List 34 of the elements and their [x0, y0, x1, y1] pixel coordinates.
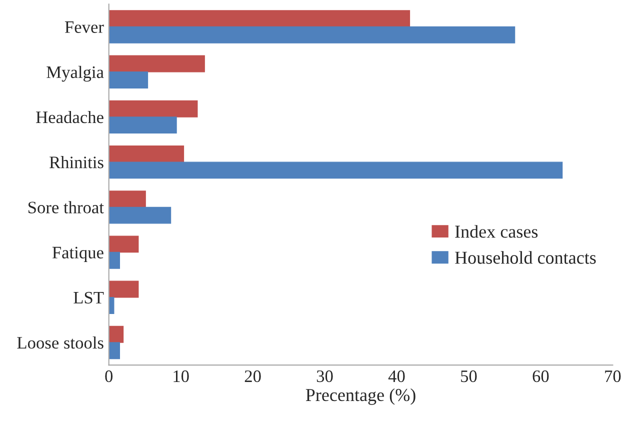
x-tick-label: 50 — [461, 370, 477, 382]
bar — [108, 72, 148, 88]
x-tick-label: 0 — [105, 370, 113, 382]
y-tick-label: Fatique — [52, 246, 104, 262]
y-tick-label: Sore throat — [28, 201, 104, 214]
bar — [108, 145, 184, 162]
x-tick-label: 20 — [244, 370, 261, 382]
bar — [108, 162, 563, 179]
bar — [108, 10, 410, 28]
bar — [108, 236, 139, 253]
y-tick-label: Rhinitis — [49, 156, 104, 168]
bar — [108, 280, 139, 298]
y-tick-label: LST — [74, 292, 104, 304]
bar — [108, 116, 177, 134]
x-tick-label: 10 — [174, 370, 189, 382]
y-tick-label: Headache — [36, 110, 104, 124]
bar — [108, 206, 172, 224]
y-tick-label: Myalgia — [46, 66, 104, 82]
bar — [108, 190, 146, 208]
bar — [108, 55, 205, 72]
x-axis-title: Precentage (%) — [306, 388, 416, 405]
y-tick-label: Fever — [64, 21, 104, 33]
legend-label: Index cases — [455, 225, 538, 238]
x-tick-label: 60 — [532, 370, 549, 382]
bar — [108, 326, 124, 343]
x-tick-label: 30 — [316, 370, 333, 382]
bar — [108, 252, 120, 269]
x-tick-label: 40 — [388, 370, 405, 382]
bar — [108, 100, 198, 118]
legend-label: Household contacts — [455, 251, 596, 264]
bar — [108, 26, 516, 44]
x-tick-label: 70 — [605, 370, 621, 382]
y-tick-label: Loose stools — [17, 336, 104, 349]
bar — [108, 342, 120, 360]
